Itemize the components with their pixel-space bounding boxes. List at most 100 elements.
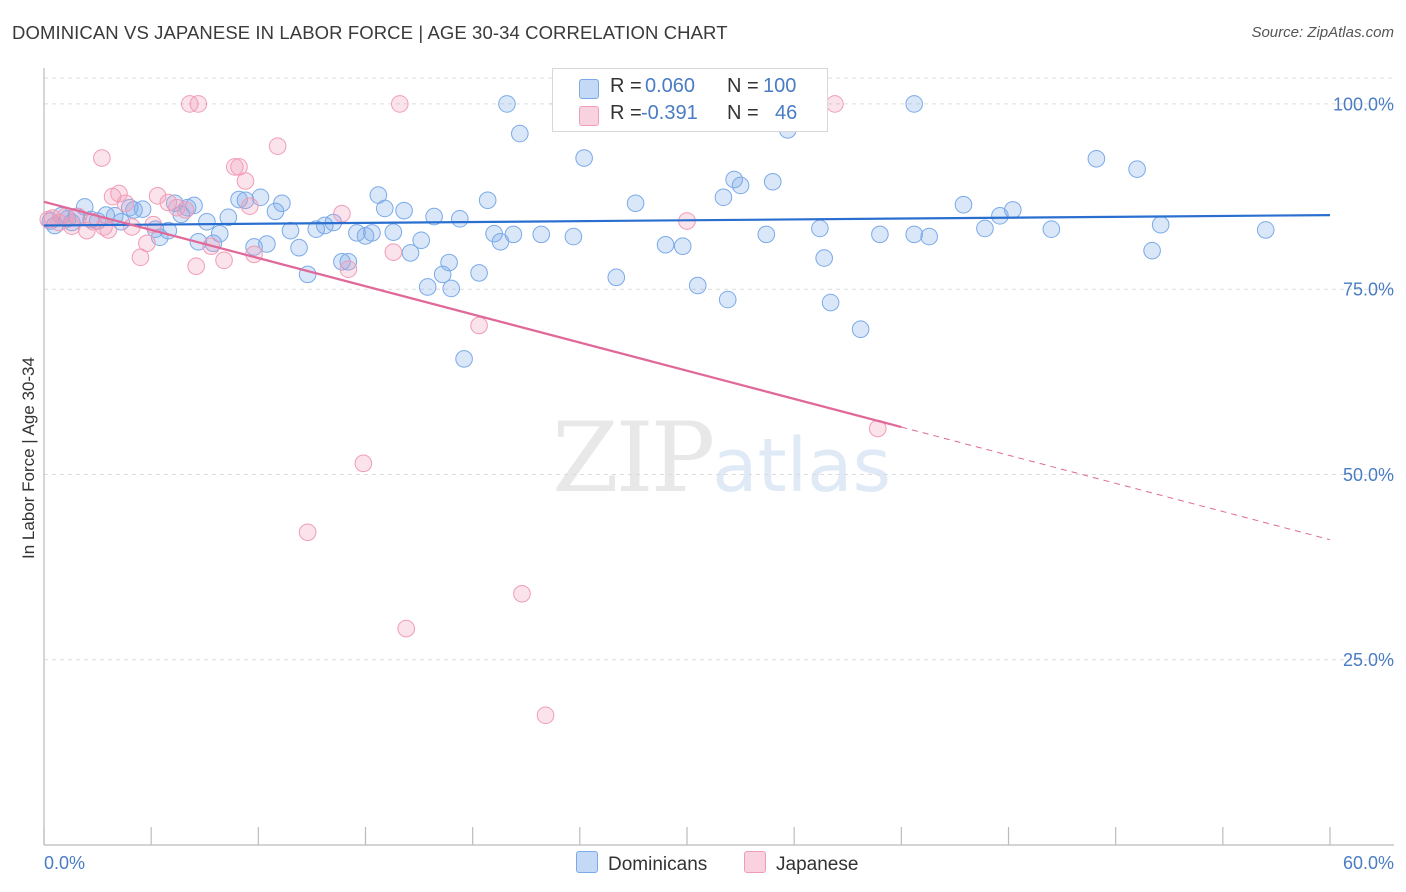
r-value: -0.391: [641, 102, 698, 124]
dominicans-point: [811, 219, 829, 238]
dominicans-point: [333, 252, 351, 271]
dominicans-point: [688, 276, 707, 295]
japanese-point: [93, 149, 111, 167]
dominicans-point: [273, 194, 291, 213]
japanese-point: [138, 234, 156, 253]
dominicans-point: [575, 149, 593, 167]
dominicans-point: [230, 190, 248, 209]
japanese-point: [513, 584, 531, 603]
legend-item-dominicans[interactable]: Dominicans: [576, 851, 707, 877]
japanese-point: [384, 243, 403, 261]
legend-swatch-dominicans: [576, 851, 598, 873]
watermark-atlas: atlas: [712, 423, 892, 509]
dominicans-point: [991, 207, 1009, 225]
dominicans-point: [210, 224, 229, 243]
dominicans-point: [871, 225, 889, 244]
dominicans-point: [920, 227, 938, 246]
japanese-point: [354, 454, 373, 473]
chart-title: DOMINICAN VS JAPANESE IN LABOR FORCE | A…: [12, 22, 728, 43]
dominicans-point: [954, 195, 973, 214]
dominicans-point: [418, 278, 437, 296]
dominicans-point: [451, 210, 469, 228]
japanese-point: [298, 523, 317, 542]
dominicans-point: [731, 176, 750, 195]
japanese-point: [390, 95, 409, 113]
dominicans-point: [290, 238, 308, 257]
japanese-point: [397, 619, 416, 638]
japanese-point: [225, 158, 244, 176]
stats-swatch-dominicans: [579, 79, 599, 99]
r-label: R =: [610, 102, 642, 124]
japanese-point: [110, 184, 128, 203]
dominicans-point: [442, 279, 461, 298]
dominicans-point: [281, 221, 300, 240]
r-value: 0.060: [645, 75, 696, 97]
r-label: R =: [610, 75, 642, 97]
dominicans-point: [626, 194, 645, 213]
correlation-stats-box: R = 0.060 N = 100 R = -0.391 N = 46: [552, 68, 828, 132]
dominicans-point: [455, 350, 473, 368]
dominicans-point: [905, 225, 923, 244]
japanese-point: [176, 201, 195, 219]
dominicans-point: [656, 235, 675, 254]
japanese-point: [470, 316, 488, 335]
japanese-point: [116, 194, 135, 213]
legend-item-japanese[interactable]: Japanese: [744, 851, 858, 877]
legend-swatch-japanese: [744, 851, 766, 873]
dominicans-point: [905, 95, 923, 113]
n-label: N =: [727, 75, 759, 97]
n-value: 100: [763, 75, 797, 97]
dominicans-point: [133, 200, 152, 218]
y-tick-label: 100.0%: [1333, 94, 1394, 114]
japanese-point: [215, 251, 233, 270]
y-tick-label: 25.0%: [1343, 650, 1394, 670]
japanese-point: [268, 137, 287, 155]
dominicans-point: [815, 249, 833, 267]
watermark-zip: ZIP: [552, 402, 715, 514]
dominicans-point: [976, 219, 994, 238]
source-credit: Source: ZipAtlas.com: [1251, 24, 1394, 41]
dominicans-point: [1128, 160, 1146, 178]
legend-label-dominicans: Dominicans: [608, 854, 708, 875]
japanese-point: [159, 193, 178, 212]
dominicans-point: [498, 95, 516, 113]
japanese-point: [339, 260, 358, 278]
dominicans-point: [1087, 149, 1106, 168]
y-tick-label: 50.0%: [1343, 465, 1394, 485]
dominicans-point: [504, 225, 523, 244]
dominicans-point: [375, 199, 394, 218]
japanese-point: [39, 210, 58, 229]
dominicans-point: [412, 231, 431, 250]
dominicans-point: [478, 191, 497, 210]
japanese-point: [168, 198, 186, 217]
dominicans-point: [258, 235, 276, 253]
dominicans-point: [763, 172, 782, 191]
japanese-point: [148, 187, 167, 205]
dominicans-point: [851, 320, 870, 339]
n-value: 46: [775, 102, 798, 124]
dominicans-point: [511, 124, 529, 143]
stats-swatch-japanese: [579, 106, 599, 126]
japanese-point: [826, 95, 844, 113]
n-label: N =: [727, 102, 759, 124]
x-tick-label: 60.0%: [1343, 853, 1394, 873]
dominicans-point: [219, 208, 238, 227]
dominicans-point: [339, 252, 358, 271]
dominicans-point: [1143, 241, 1161, 260]
dominicans-point: [718, 290, 737, 309]
dominicans-point: [821, 293, 840, 312]
japanese-trendline: [43, 200, 902, 429]
dominicans-point: [532, 225, 551, 244]
dominicans-point: [714, 188, 733, 207]
x-tick-label: 0.0%: [44, 853, 85, 873]
dominicans-point: [440, 253, 458, 272]
japanese-point: [236, 172, 255, 190]
dominicans-point: [1151, 215, 1170, 234]
dominicans-point: [425, 207, 443, 226]
dominicans-point: [1256, 221, 1275, 239]
dominicans-point: [395, 201, 413, 220]
dominicans-point: [363, 224, 381, 242]
dominicans-point: [178, 198, 197, 217]
dominicans-point: [757, 225, 776, 244]
dominicans-point: [401, 244, 420, 262]
